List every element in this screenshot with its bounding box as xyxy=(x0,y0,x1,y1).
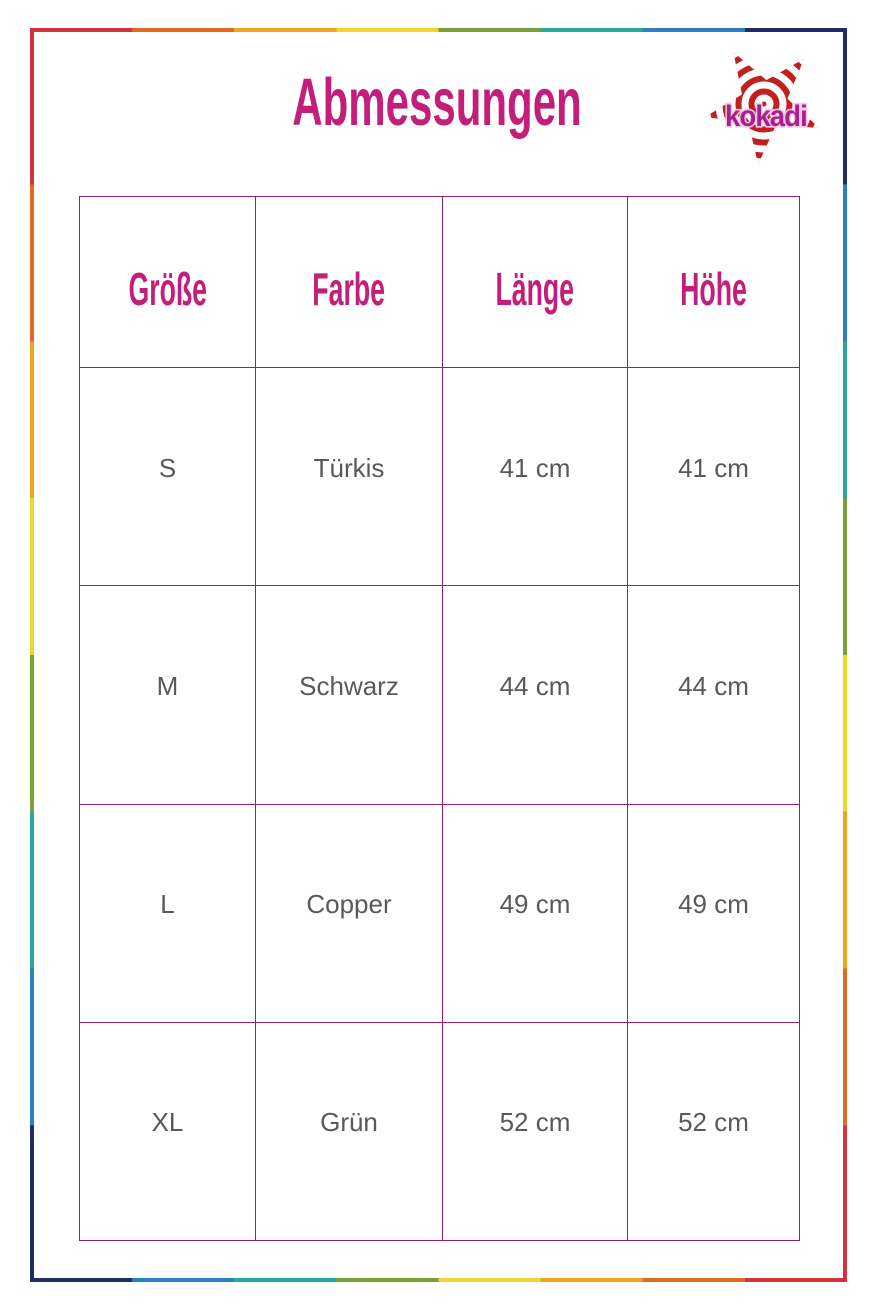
svg-text:kokadi: kokadi xyxy=(725,100,807,133)
